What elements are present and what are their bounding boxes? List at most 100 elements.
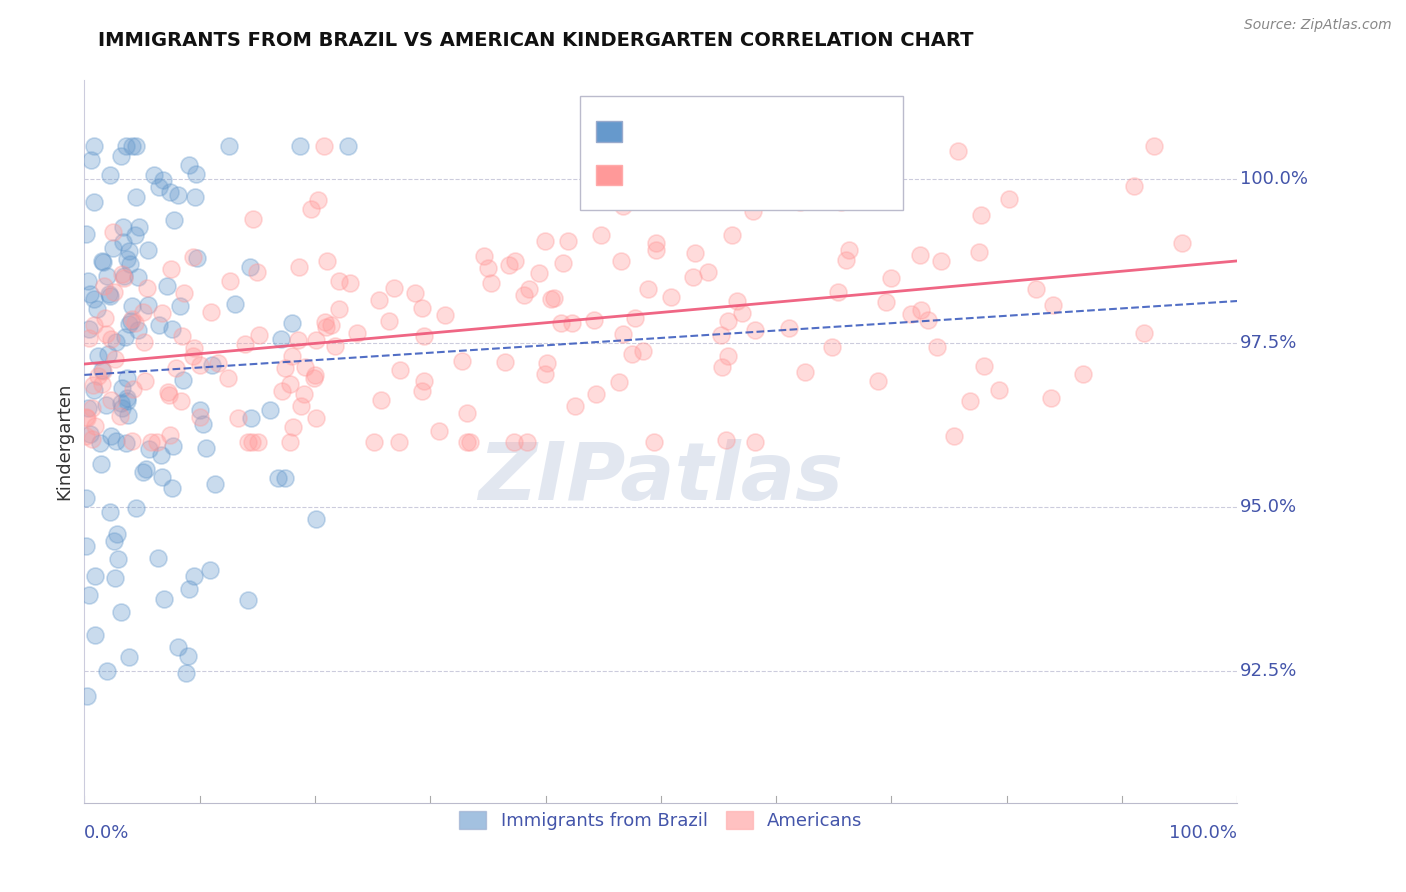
Point xyxy=(835,252,858,267)
Point xyxy=(114,330,136,344)
Point xyxy=(121,382,143,396)
Point xyxy=(527,267,550,281)
Point xyxy=(173,285,195,300)
Point xyxy=(117,318,139,332)
Point xyxy=(479,276,502,290)
Point xyxy=(89,436,111,450)
Point xyxy=(561,316,583,330)
Point xyxy=(683,246,706,260)
Point xyxy=(534,234,557,248)
Point xyxy=(201,358,224,372)
Point xyxy=(100,392,122,407)
Point xyxy=(111,235,134,249)
Point xyxy=(717,314,740,328)
Text: 0.122: 0.122 xyxy=(675,120,725,138)
Point xyxy=(516,434,538,449)
Point xyxy=(87,368,110,383)
Point xyxy=(121,311,143,326)
Point xyxy=(110,395,132,409)
Point xyxy=(184,167,207,181)
Point xyxy=(827,285,849,299)
Point xyxy=(314,139,336,153)
Point xyxy=(204,477,226,491)
Point xyxy=(607,375,630,389)
Point xyxy=(477,261,499,276)
Point xyxy=(610,254,633,268)
Point xyxy=(721,227,744,242)
Text: 95.0%: 95.0% xyxy=(1240,499,1296,516)
Point xyxy=(716,433,738,447)
Point xyxy=(290,399,312,413)
Point xyxy=(148,180,170,194)
Point xyxy=(93,311,115,326)
Point xyxy=(188,410,211,425)
Point xyxy=(716,349,738,363)
Point xyxy=(83,194,105,209)
Point xyxy=(104,570,127,584)
Point xyxy=(875,294,897,309)
Point xyxy=(156,278,179,293)
Point xyxy=(153,592,176,607)
Point xyxy=(79,426,101,441)
Point xyxy=(456,434,478,449)
Point xyxy=(150,469,173,483)
Point xyxy=(328,302,350,317)
Point xyxy=(195,441,218,455)
Point xyxy=(111,401,134,416)
Point xyxy=(456,406,478,420)
Point xyxy=(591,227,613,242)
Point xyxy=(280,349,302,363)
Point xyxy=(162,439,184,453)
Point xyxy=(305,333,328,347)
Point xyxy=(110,149,132,163)
Point xyxy=(814,139,837,153)
Point xyxy=(281,316,304,330)
Point xyxy=(273,361,295,376)
Point xyxy=(100,428,122,442)
Point xyxy=(112,270,135,285)
Point xyxy=(238,593,260,607)
Point xyxy=(132,465,155,479)
Point xyxy=(278,434,301,449)
Point xyxy=(337,139,360,153)
Point xyxy=(174,665,197,680)
Point xyxy=(412,374,434,388)
Point xyxy=(120,314,142,328)
Text: 0.461: 0.461 xyxy=(675,164,725,182)
Point xyxy=(181,350,204,364)
Point xyxy=(925,340,948,354)
Point xyxy=(929,253,952,268)
Point xyxy=(239,411,262,425)
Point xyxy=(177,582,200,596)
Point xyxy=(98,168,121,182)
Point xyxy=(226,411,249,425)
Point xyxy=(224,296,246,310)
Point xyxy=(115,139,138,153)
Point xyxy=(148,551,170,566)
Point xyxy=(910,302,932,317)
Point xyxy=(183,341,205,355)
Point xyxy=(83,139,105,153)
Point xyxy=(302,370,325,384)
Point xyxy=(75,409,97,424)
Point xyxy=(323,339,346,353)
Point xyxy=(79,331,101,345)
Point xyxy=(725,293,748,308)
Point xyxy=(346,326,368,340)
Point xyxy=(557,234,579,248)
Point xyxy=(83,569,105,583)
Point xyxy=(169,299,191,313)
Point xyxy=(172,374,194,388)
Text: 120: 120 xyxy=(810,120,844,138)
Point xyxy=(219,274,242,288)
Point xyxy=(612,199,634,213)
Point xyxy=(917,313,939,327)
Point xyxy=(75,429,97,443)
Point xyxy=(115,436,138,450)
Point xyxy=(533,367,555,381)
Bar xyxy=(596,121,621,142)
Point xyxy=(124,139,146,153)
Point xyxy=(162,481,184,495)
Point xyxy=(513,288,536,302)
Point xyxy=(550,316,572,330)
